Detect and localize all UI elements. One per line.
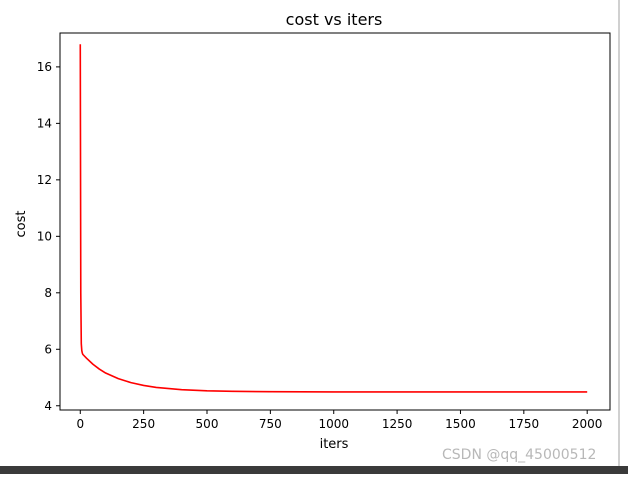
x-tick-label: 250 [132, 417, 155, 431]
y-tick-label: 8 [44, 286, 52, 300]
x-tick-label: 750 [259, 417, 282, 431]
y-axis-label: cost [14, 211, 29, 238]
axis-ticks: 0 250 500 750 1000 1250 1500 1750 2000 4 6 8 10 12 14 1… [37, 60, 603, 431]
y-tick-label: 14 [37, 116, 52, 130]
taskbar-strip [0, 466, 628, 474]
axes-frame [59, 32, 611, 411]
y-tick-label: 10 [37, 229, 52, 243]
x-tick-label: 1250 [382, 417, 413, 431]
x-tick-label: 0 [76, 417, 84, 431]
x-tick-label: 500 [196, 417, 219, 431]
y-tick-label: 4 [44, 399, 52, 413]
plot-lines [79, 44, 588, 393]
series-line [79, 44, 588, 393]
x-tick-label: 2000 [572, 417, 603, 431]
y-tick-label: 6 [44, 342, 52, 356]
y-tick-label: 12 [37, 173, 52, 187]
window-edge [618, 0, 628, 474]
x-tick-label: 1000 [318, 417, 349, 431]
x-tick-label: 1500 [445, 417, 476, 431]
x-axis-label: iters [320, 437, 349, 452]
watermark-text: CSDN @qq_45000512 [442, 447, 597, 463]
y-tick-label: 16 [37, 60, 52, 74]
chart-title: cost vs iters [286, 10, 383, 29]
x-tick-label: 1750 [509, 417, 540, 431]
